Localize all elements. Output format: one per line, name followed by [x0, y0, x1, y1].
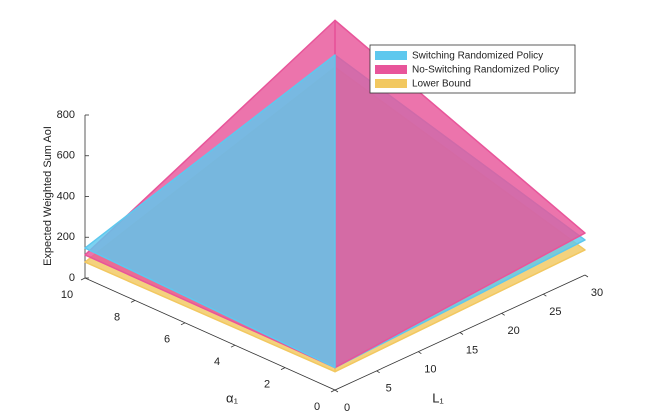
surface-left [84, 54, 336, 369]
x-tick [334, 389, 339, 393]
y-tick [230, 344, 236, 348]
x-tick-label: 5 [386, 383, 392, 395]
x-tick [376, 370, 380, 374]
x-axis-label: L₁ [432, 390, 444, 405]
legend-label: No-Switching Randomized Policy [412, 65, 559, 76]
z-tick-label: 800 [57, 109, 75, 121]
y-tick-label: 6 [164, 334, 170, 346]
y-tick [180, 322, 186, 326]
z-tick-label: 0 [69, 272, 75, 284]
y-tick-label: 10 [61, 289, 73, 301]
x-tick [459, 332, 464, 335]
legend-label: Switching Randomized Policy [412, 51, 543, 62]
x-tick-label: 25 [549, 306, 561, 318]
x-tick-label: 20 [508, 325, 520, 337]
y-tick [330, 389, 336, 393]
y-tick-label: 4 [214, 356, 220, 368]
x-tick [584, 274, 589, 278]
x-tick-label: 30 [591, 287, 603, 299]
legend-swatch [375, 65, 407, 74]
z-tick-label: 600 [57, 150, 75, 162]
x-tick [418, 351, 422, 354]
x-tick [543, 293, 547, 297]
y-tick [130, 300, 136, 303]
z-axis-label: Expected Weighted Sum AoI [42, 126, 54, 266]
x-tick [501, 313, 505, 316]
x-tick-label: 0 [344, 402, 350, 414]
legend-swatch [375, 79, 407, 88]
y-tick [80, 277, 86, 281]
legend-label: Lower Bound [412, 79, 471, 90]
y-tick-label: 8 [114, 311, 120, 323]
y-tick-label: 0 [314, 401, 320, 413]
y-axis-label: α₁ [226, 390, 239, 405]
x-tick-label: 15 [466, 344, 478, 356]
y-tick [280, 367, 286, 370]
y-tick-label: 2 [264, 379, 270, 391]
z-tick-label: 400 [57, 190, 75, 202]
x-tick-label: 10 [424, 364, 436, 376]
legend-swatch [375, 51, 407, 60]
z-tick-label: 200 [57, 231, 75, 243]
